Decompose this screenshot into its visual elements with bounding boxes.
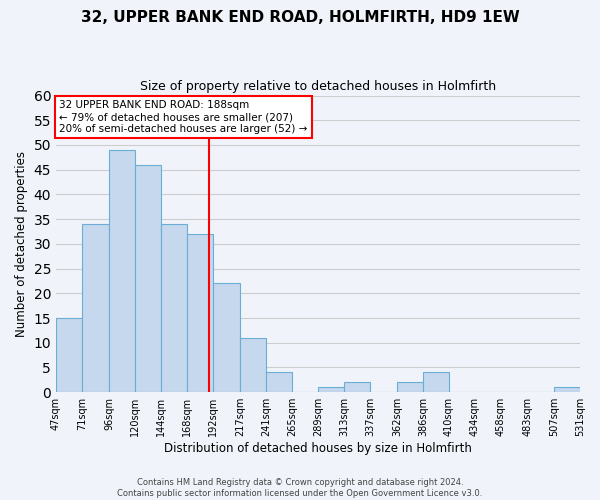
Bar [240,338,266,392]
X-axis label: Distribution of detached houses by size in Holmfirth: Distribution of detached houses by size … [164,442,472,455]
Bar [82,224,109,392]
Bar [213,284,240,392]
Bar [187,234,213,392]
Text: 32, UPPER BANK END ROAD, HOLMFIRTH, HD9 1EW: 32, UPPER BANK END ROAD, HOLMFIRTH, HD9 … [80,10,520,25]
Bar [161,224,187,392]
Bar [344,382,370,392]
Bar [135,165,161,392]
Bar [423,372,449,392]
Bar [318,388,344,392]
Y-axis label: Number of detached properties: Number of detached properties [15,151,28,337]
Bar [109,150,135,392]
Bar [554,388,580,392]
Bar [266,372,292,392]
Bar [56,318,82,392]
Text: Contains HM Land Registry data © Crown copyright and database right 2024.
Contai: Contains HM Land Registry data © Crown c… [118,478,482,498]
Title: Size of property relative to detached houses in Holmfirth: Size of property relative to detached ho… [140,80,496,93]
Text: 32 UPPER BANK END ROAD: 188sqm
← 79% of detached houses are smaller (207)
20% of: 32 UPPER BANK END ROAD: 188sqm ← 79% of … [59,100,308,134]
Bar [397,382,423,392]
